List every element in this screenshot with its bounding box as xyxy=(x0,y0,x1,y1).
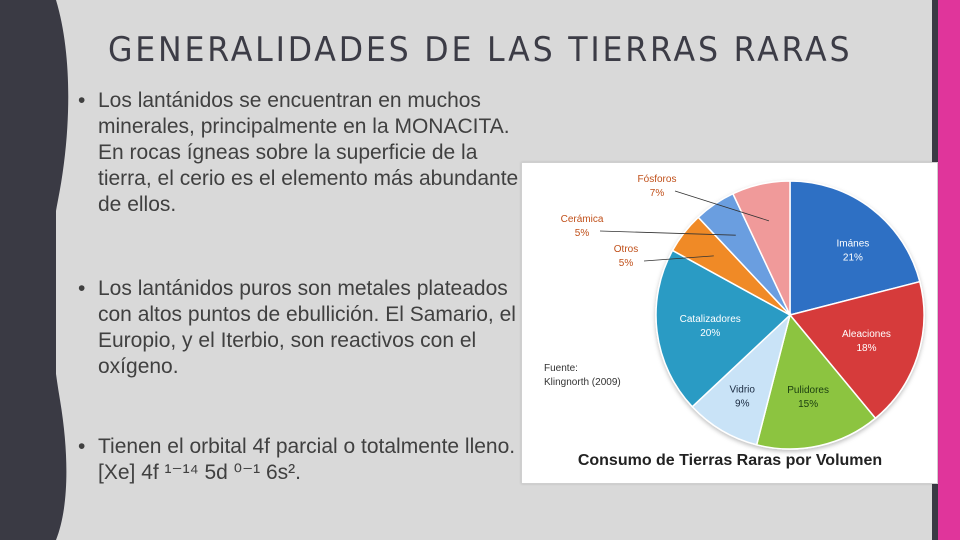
bullet-item: • Tienen el orbital 4f parcial o totalmen… xyxy=(78,434,528,486)
slice-value-label: 7% xyxy=(650,188,665,199)
slice-name-label: Catalizadores xyxy=(680,314,741,325)
bullet-text: Los lantánidos se encuentran en muchos m… xyxy=(98,89,519,216)
chart-source-value: Klingnorth (2009) xyxy=(544,377,621,388)
leader-line xyxy=(674,190,770,222)
slice-name-label: Cerámica xyxy=(561,214,604,225)
slide-title: GENERALIDADES DE LAS TIERRAS RARAS xyxy=(108,30,853,70)
accent-stripe xyxy=(938,0,960,540)
slice-name-label: Vidrio xyxy=(730,385,756,396)
pie-chart: Imánes 21% Aleaciones 18% Pulidores 15% Vidrio… xyxy=(544,174,925,469)
chart-source-label: Fuente: xyxy=(544,363,578,374)
bullet-item: • Los lantánidos puros son metales platea… xyxy=(78,276,528,380)
left-decor-curve xyxy=(40,0,69,540)
bullet-dot: • xyxy=(78,89,86,112)
slice-name-label: Aleaciones xyxy=(842,329,891,340)
slice-name-label: Fósforos xyxy=(638,174,677,185)
bullet-dot: • xyxy=(78,277,86,300)
slice-name-label: Otros xyxy=(614,244,638,255)
leader-line xyxy=(599,230,736,236)
slice-name-label: Pulidores xyxy=(787,385,829,396)
chart-title: Consumo de Tierras Raras por Volumen xyxy=(578,452,882,469)
slice-value-label: 21% xyxy=(843,252,863,263)
pie-slice-catalizadores xyxy=(655,249,792,408)
pie-slice-fosforos xyxy=(731,180,791,316)
slice-value-label: 15% xyxy=(798,399,818,410)
slice-value-label: 5% xyxy=(575,228,590,239)
slice-name-label: Imánes xyxy=(837,238,870,249)
bullet-text: Los lantánidos puros son metales platead… xyxy=(98,277,516,378)
bullet-text: Tienen el orbital 4f parcial o totalment… xyxy=(98,435,516,484)
pie-slice-imanes xyxy=(789,180,921,316)
pie-slice-aleaciones xyxy=(788,280,925,420)
pie-slices xyxy=(655,180,925,450)
slice-value-label: 18% xyxy=(856,343,876,354)
pie-slice-pulidores xyxy=(755,313,877,450)
slice-value-label: 9% xyxy=(735,399,750,410)
bullet-dot: • xyxy=(78,435,86,458)
bullet-item: • Los lantánidos se encuentran en muchos … xyxy=(78,88,528,218)
pie-labels: Imánes 21% Aleaciones 18% Pulidores 15% Vidrio… xyxy=(561,174,891,410)
slice-value-label: 5% xyxy=(619,258,634,269)
pie-chart-panel: Imánes 21% Aleaciones 18% Pulidores 15% Vidrio… xyxy=(521,162,938,484)
leader-line xyxy=(643,255,714,262)
slice-value-label: 20% xyxy=(700,328,720,339)
